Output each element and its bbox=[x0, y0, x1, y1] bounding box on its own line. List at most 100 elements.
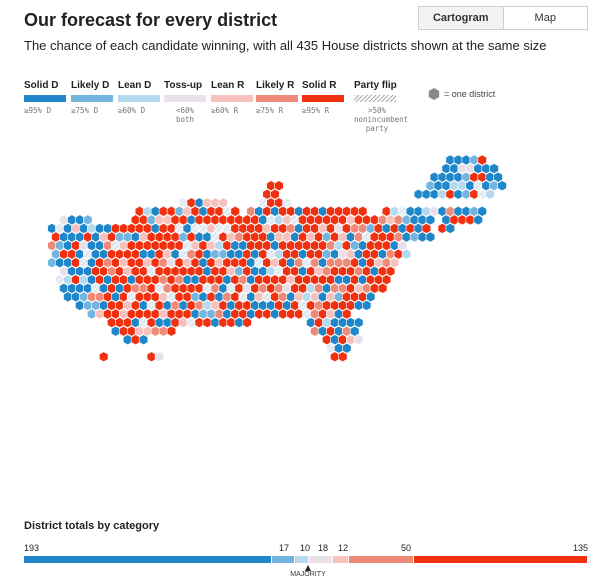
district-hexagon[interactable] bbox=[250, 265, 260, 277]
district-hexagon[interactable] bbox=[302, 291, 312, 303]
district-hexagon[interactable] bbox=[214, 274, 224, 286]
district-hexagon[interactable] bbox=[162, 317, 173, 328]
district-hexagon[interactable] bbox=[63, 274, 73, 286]
district-hexagon[interactable] bbox=[122, 231, 133, 243]
district-hexagon[interactable] bbox=[67, 282, 77, 294]
district-hexagon[interactable] bbox=[202, 300, 212, 311]
district-hexagon[interactable] bbox=[142, 223, 153, 234]
district-hexagon[interactable] bbox=[330, 317, 340, 328]
district-hexagon[interactable] bbox=[294, 257, 304, 269]
district-hexagon[interactable] bbox=[314, 282, 324, 294]
district-hexagon[interactable] bbox=[322, 231, 332, 243]
district-hexagon[interactable] bbox=[457, 180, 467, 192]
district-hexagon[interactable] bbox=[63, 291, 73, 303]
district-hexagon[interactable] bbox=[130, 214, 141, 226]
district-hexagon[interactable] bbox=[158, 308, 169, 320]
district-hexagon[interactable] bbox=[250, 248, 260, 260]
district-hexagon[interactable] bbox=[341, 342, 352, 354]
district-hexagon[interactable] bbox=[202, 317, 212, 328]
district-hexagon[interactable] bbox=[306, 231, 316, 243]
district-hexagon[interactable] bbox=[365, 240, 376, 251]
district-hexagon[interactable] bbox=[59, 214, 69, 226]
district-hexagon[interactable] bbox=[162, 248, 173, 260]
district-hexagon[interactable] bbox=[178, 300, 189, 311]
district-hexagon[interactable] bbox=[210, 265, 220, 277]
district-hexagon[interactable] bbox=[393, 248, 404, 260]
district-hexagon[interactable] bbox=[122, 282, 133, 294]
district-hexagon[interactable] bbox=[278, 240, 288, 251]
district-hexagon[interactable] bbox=[111, 274, 121, 286]
district-hexagon[interactable] bbox=[345, 334, 356, 346]
district-hexagon[interactable] bbox=[218, 317, 228, 328]
district-hexagon[interactable] bbox=[178, 197, 189, 209]
district-hexagon[interactable] bbox=[282, 265, 292, 277]
district-hexagon[interactable] bbox=[182, 308, 193, 320]
district-hexagon[interactable] bbox=[75, 214, 85, 226]
district-hexagon[interactable] bbox=[437, 188, 448, 200]
district-hexagon[interactable] bbox=[357, 223, 368, 234]
district-hexagon[interactable] bbox=[381, 205, 392, 217]
district-hexagon[interactable] bbox=[250, 231, 260, 243]
district-hexagon[interactable] bbox=[71, 240, 81, 251]
district-hexagon[interactable] bbox=[138, 265, 149, 277]
district-hexagon[interactable] bbox=[345, 317, 356, 328]
district-hexagon[interactable] bbox=[314, 248, 324, 260]
district-hexagon[interactable] bbox=[306, 265, 316, 277]
district-hexagon[interactable] bbox=[119, 274, 129, 286]
district-hexagon[interactable] bbox=[142, 257, 153, 269]
district-hexagon[interactable] bbox=[353, 317, 364, 328]
district-hexagon[interactable] bbox=[254, 240, 264, 251]
district-hexagon[interactable] bbox=[99, 248, 109, 260]
district-hexagon[interactable] bbox=[126, 308, 137, 320]
district-hexagon[interactable] bbox=[473, 180, 483, 192]
district-hexagon[interactable] bbox=[182, 274, 193, 286]
district-hexagon[interactable] bbox=[242, 231, 252, 243]
district-hexagon[interactable] bbox=[91, 282, 101, 294]
district-hexagon[interactable] bbox=[357, 205, 368, 217]
district-hexagon[interactable] bbox=[75, 231, 85, 243]
district-hexagon[interactable] bbox=[314, 317, 324, 328]
district-hexagon[interactable] bbox=[322, 282, 332, 294]
district-hexagon[interactable] bbox=[130, 334, 141, 346]
district-hexagon[interactable] bbox=[218, 300, 228, 311]
district-hexagon[interactable] bbox=[294, 205, 304, 217]
district-hexagon[interactable] bbox=[310, 325, 320, 337]
district-hexagon[interactable] bbox=[242, 214, 252, 226]
district-hexagon[interactable] bbox=[477, 205, 487, 217]
district-hexagon[interactable] bbox=[270, 274, 280, 286]
district-hexagon[interactable] bbox=[421, 205, 432, 217]
district-hexagon[interactable] bbox=[401, 231, 412, 243]
district-hexagon[interactable] bbox=[258, 214, 268, 226]
district-hexagon[interactable] bbox=[349, 291, 360, 303]
district-hexagon[interactable] bbox=[238, 223, 248, 234]
district-hexagon[interactable] bbox=[142, 325, 153, 337]
district-hexagon[interactable] bbox=[206, 240, 216, 251]
district-hexagon[interactable] bbox=[417, 214, 428, 226]
district-hexagon[interactable] bbox=[63, 257, 73, 269]
district-hexagon[interactable] bbox=[401, 214, 412, 226]
district-hexagon[interactable] bbox=[214, 240, 224, 251]
district-hexagon[interactable] bbox=[103, 291, 113, 303]
district-hexagon[interactable] bbox=[361, 248, 372, 260]
district-hexagon[interactable] bbox=[122, 265, 133, 277]
district-hexagon[interactable] bbox=[150, 205, 161, 217]
district-hexagon[interactable] bbox=[186, 300, 196, 311]
district-hexagon[interactable] bbox=[258, 248, 268, 260]
district-hexagon[interactable] bbox=[186, 265, 196, 277]
district-hexagon[interactable] bbox=[389, 240, 400, 251]
district-hexagon[interactable] bbox=[266, 214, 276, 226]
district-hexagon[interactable] bbox=[341, 257, 352, 269]
district-hexagon[interactable] bbox=[59, 231, 69, 243]
district-hexagon[interactable] bbox=[79, 291, 89, 303]
district-hexagon[interactable] bbox=[222, 205, 232, 217]
district-hexagon[interactable] bbox=[290, 265, 300, 277]
district-hexagon[interactable] bbox=[47, 240, 57, 251]
district-hexagon[interactable] bbox=[461, 154, 471, 166]
district-hexagon[interactable] bbox=[146, 317, 157, 328]
district-hexagon[interactable] bbox=[122, 317, 133, 328]
district-hexagon[interactable] bbox=[51, 248, 61, 260]
district-hexagon[interactable] bbox=[254, 274, 264, 286]
district-hexagon[interactable] bbox=[314, 214, 324, 226]
district-hexagon[interactable] bbox=[222, 291, 232, 303]
district-hexagon[interactable] bbox=[469, 188, 479, 200]
